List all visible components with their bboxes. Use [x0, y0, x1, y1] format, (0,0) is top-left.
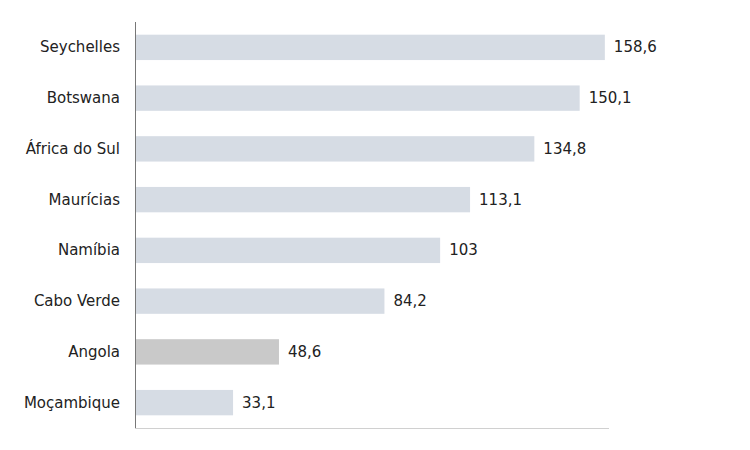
bar — [135, 136, 534, 161]
bar — [135, 390, 233, 415]
bar — [135, 288, 384, 313]
data-label: 84,2 — [393, 292, 426, 310]
data-label: 150,1 — [589, 89, 632, 107]
category-label: Maurícias — [49, 191, 121, 209]
category-label: Cabo Verde — [34, 292, 120, 310]
data-label: 48,6 — [288, 343, 321, 361]
category-label: África do Sul — [26, 139, 120, 158]
data-label: 158,6 — [614, 38, 657, 56]
bar — [135, 85, 580, 110]
category-label: Moçambique — [24, 394, 120, 412]
value-axis — [135, 428, 609, 429]
chart-svg: 158,6 150,1 134,8 113,1 103 84,2 48,6 33,1 Seych… — [0, 0, 750, 450]
bar — [135, 339, 279, 364]
chart-container: 158,6 150,1 134,8 113,1 103 84,2 48,6 33,1 Seych… — [0, 0, 750, 450]
data-label: 134,8 — [543, 140, 586, 158]
data-label: 103 — [449, 241, 478, 259]
bar — [135, 238, 440, 263]
bar — [135, 187, 470, 212]
data-label: 113,1 — [479, 191, 522, 209]
category-label: Seychelles — [40, 38, 120, 56]
data-label: 33,1 — [242, 394, 275, 412]
category-label: Botswana — [47, 89, 120, 107]
category-label: Namíbia — [58, 241, 120, 259]
category-axis — [135, 22, 136, 428]
category-label: Angola — [68, 343, 120, 361]
bar — [135, 35, 605, 60]
bars — [135, 35, 605, 416]
